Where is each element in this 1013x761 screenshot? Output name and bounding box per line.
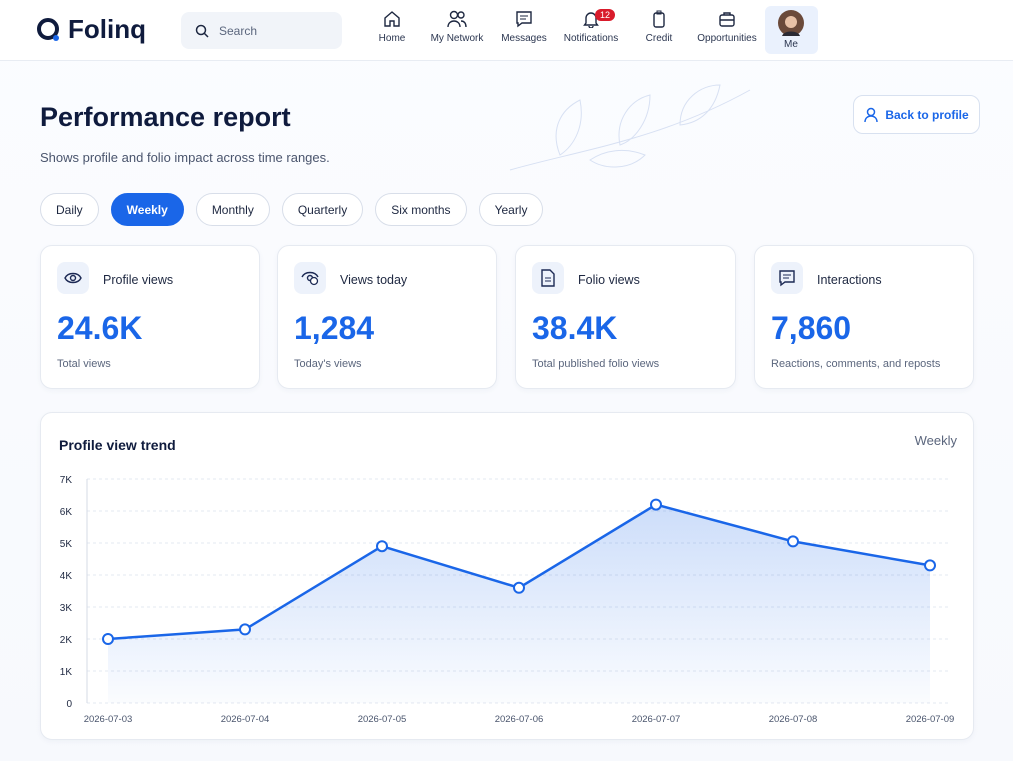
decorative-leaves (509, 84, 751, 171)
y-tick-label: 1K (60, 667, 73, 678)
data-point (376, 540, 388, 553)
nav-label: My Network (430, 33, 484, 44)
data-point (924, 559, 936, 572)
data-point (787, 535, 799, 548)
stat-label: Views today (340, 273, 408, 287)
search-icon (195, 24, 209, 38)
icon (653, 10, 665, 28)
stat-icon (57, 262, 89, 294)
y-tick-label: 0 (66, 699, 72, 710)
chart-card: Profile view trend Weekly 0 1K 2K 3K 4K 5K 6K 7… (40, 412, 974, 740)
nav-credit[interactable]: Credit (624, 10, 694, 44)
y-tick-label: 5K (60, 539, 73, 550)
stat-value: 1,284 (294, 310, 375, 346)
search-box[interactable]: Search (181, 12, 342, 49)
stat-caption: Reactions, comments, and reposts (771, 358, 941, 370)
data-point (102, 633, 114, 645)
icon (64, 272, 82, 284)
notification-badge: 12 (595, 9, 616, 21)
x-tick-label: 2026-07-07 (632, 714, 681, 725)
y-tick-label: 2K (60, 635, 73, 646)
top-nav: Folinq Search Home My Network Messages N… (0, 0, 1013, 61)
stat-icon (294, 262, 326, 294)
nav-network[interactable]: My Network (422, 10, 492, 44)
range-tab[interactable]: Quarterly (281, 193, 364, 226)
stat-label: Profile views (103, 273, 174, 287)
x-tick-label: 2026-07-08 (769, 714, 818, 725)
stat-caption: Total views (57, 358, 111, 370)
nav-label: Messages (501, 33, 547, 44)
back-label: Back to profile (885, 107, 969, 122)
stat-value: 24.6K (57, 310, 143, 346)
search-placeholder: Search (219, 23, 258, 38)
stat-value: 38.4K (532, 310, 618, 346)
nav-label: Credit (645, 33, 673, 44)
chart: 0 1K 2K 3K 4K 5K 6K 7K 2026-07-03 2026-07-04 2026-… (60, 475, 955, 725)
avatar (778, 10, 804, 36)
page-subtitle: Shows profile and folio impact across ti… (40, 150, 330, 165)
icon (864, 107, 879, 122)
range-tab[interactable]: Monthly (195, 193, 270, 226)
stat-label: Interactions (817, 273, 882, 287)
stat-value: 7,860 (771, 310, 852, 346)
nav-home[interactable]: Home (357, 10, 427, 44)
logo[interactable]: Folinq (36, 14, 146, 45)
data-point (239, 623, 251, 636)
stat-card: Views today 1,284 Today's views (277, 245, 497, 389)
chart-title: Profile view trend (59, 437, 176, 453)
icon (516, 11, 532, 28)
y-tick-label: 4K (60, 571, 73, 582)
y-tick-label: 3K (60, 603, 73, 614)
y-tick-label: 6K (60, 507, 73, 518)
nav-label: Home (378, 33, 406, 44)
range-tab[interactable]: Daily (40, 193, 99, 226)
range-tab[interactable]: Six months (375, 193, 467, 226)
range-tabs: Daily Weekly Monthly Quarterly Six months Yea… (40, 193, 544, 226)
back-button[interactable]: Back to profile (853, 95, 980, 134)
stat-card: Profile views 24.6K Total views (40, 245, 260, 389)
icon (583, 12, 599, 28)
data-point (650, 498, 662, 511)
nav-label: Notifications (563, 33, 619, 44)
nav-messages[interactable]: Messages (489, 10, 559, 44)
x-tick-label: 2026-07-05 (358, 714, 407, 725)
page-title: Performance report (40, 102, 291, 132)
icon (719, 12, 735, 27)
x-tick-label: 2026-07-06 (495, 714, 544, 725)
stat-label: Folio views (578, 273, 640, 287)
stat-icon (532, 262, 564, 294)
stat-card: Folio views 38.4K Total published folio … (515, 245, 736, 389)
stat-card: Interactions 7,860 Reactions, comments, … (754, 245, 974, 389)
y-tick-label: 7K (60, 475, 73, 486)
icon (779, 270, 795, 287)
nav-opportunities[interactable]: Opportunities (692, 10, 762, 44)
icon (384, 11, 400, 27)
nav-label: Opportunities (697, 33, 757, 44)
nav-label: Me (784, 39, 798, 50)
nav-notifications[interactable]: Notifications (556, 10, 626, 44)
data-point (513, 581, 525, 594)
range-tab[interactable]: Weekly (110, 193, 184, 226)
chart-range: Weekly (914, 433, 957, 448)
logo-text: Folinq (68, 14, 146, 44)
icon (301, 271, 319, 286)
trend-area (108, 504, 930, 703)
stat-caption: Today's views (294, 358, 362, 370)
range-tab[interactable]: Yearly (478, 193, 544, 226)
x-tick-label: 2026-07-04 (221, 714, 270, 725)
nav-me-content[interactable]: Me (756, 10, 826, 50)
x-tick-label: 2026-07-03 (84, 714, 133, 725)
logo-icon (37, 17, 59, 41)
stat-icon (771, 262, 803, 294)
x-tick-label: 2026-07-09 (906, 714, 955, 725)
icon (447, 10, 467, 28)
icon (541, 269, 555, 287)
stat-caption: Total published folio views (532, 358, 660, 370)
